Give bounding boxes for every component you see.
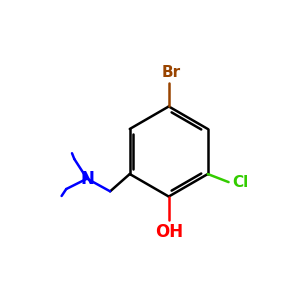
Text: OH: OH <box>155 223 183 241</box>
Text: Br: Br <box>161 65 181 80</box>
Text: Cl: Cl <box>232 175 248 190</box>
Text: N: N <box>80 169 94 188</box>
